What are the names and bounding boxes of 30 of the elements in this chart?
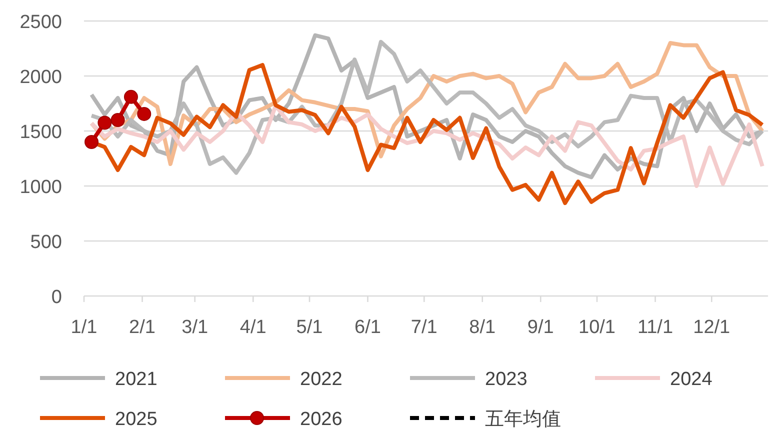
legend-label: 2023 [485, 369, 528, 390]
legend-label: 2021 [115, 369, 158, 390]
legend-label: 2022 [300, 369, 342, 390]
y-tick-label: 2000 [20, 67, 62, 88]
point [110, 113, 125, 127]
legend-label: 五年均值 [485, 409, 561, 429]
x-tick-label: 11/1 [637, 317, 674, 338]
x-tick-label: 2/1 [129, 317, 156, 338]
x-tick-label: 12/1 [693, 317, 730, 338]
y-tick-label: 1000 [20, 177, 62, 198]
y-tick-label: 500 [30, 232, 62, 253]
y-tick-label: 0 [51, 287, 62, 308]
y-tick-label: 1500 [20, 122, 62, 143]
x-tick-label: 5/1 [296, 317, 323, 338]
x-tick-label: 7/1 [410, 317, 438, 338]
legend-label: 2026 [300, 409, 342, 429]
point [98, 116, 112, 130]
x-tick-label: 9/1 [527, 317, 554, 338]
y-tick-label: 2500 [20, 12, 62, 33]
x-tick-label: 8/1 [469, 317, 496, 338]
x-tick-label: 10/1 [578, 317, 616, 338]
point [137, 106, 152, 121]
x-tick-label: 1/1 [70, 317, 98, 338]
x-tick-label: 4/1 [240, 317, 266, 338]
x-tick-label: 6/1 [354, 317, 381, 338]
legend-label: 2025 [115, 409, 158, 429]
legend-label: 2024 [670, 369, 713, 390]
point [84, 135, 99, 149]
point [124, 90, 138, 104]
x-tick-label: 3/1 [182, 317, 208, 338]
